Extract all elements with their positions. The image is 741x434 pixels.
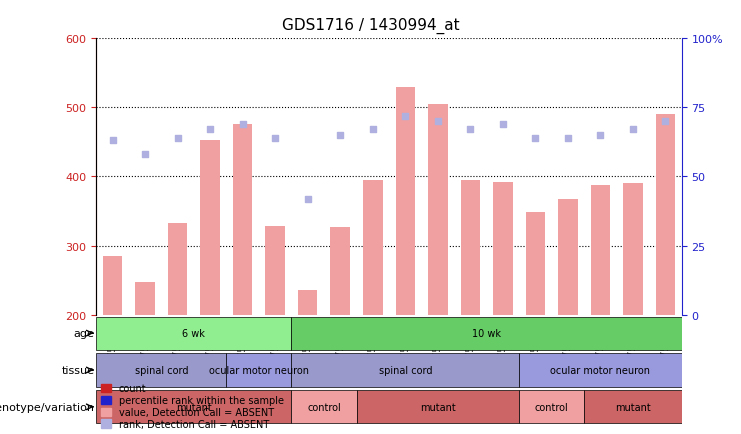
Bar [428, 105, 448, 315]
Point [107, 138, 119, 145]
Point [627, 127, 639, 134]
Point [367, 127, 379, 134]
FancyBboxPatch shape [584, 390, 682, 424]
Bar [103, 256, 122, 315]
Bar [330, 227, 350, 315]
Text: ocular motor neuron: ocular motor neuron [551, 365, 651, 375]
Text: mutant: mutant [420, 402, 456, 412]
FancyBboxPatch shape [291, 390, 356, 424]
Point [139, 151, 151, 158]
FancyBboxPatch shape [96, 354, 227, 387]
FancyBboxPatch shape [519, 354, 682, 387]
FancyBboxPatch shape [356, 390, 519, 424]
Point [205, 127, 216, 134]
Point [269, 135, 281, 142]
Text: spinal cord: spinal cord [379, 365, 432, 375]
Bar [233, 125, 253, 315]
FancyBboxPatch shape [96, 390, 291, 424]
Text: 10 wk: 10 wk [472, 329, 501, 339]
Point [432, 118, 444, 125]
Point [562, 135, 574, 142]
Text: age: age [74, 329, 95, 339]
Text: tissue: tissue [62, 365, 95, 375]
Text: mutant: mutant [176, 402, 212, 412]
Bar [396, 87, 415, 315]
FancyBboxPatch shape [291, 317, 682, 350]
FancyBboxPatch shape [227, 354, 291, 387]
Text: genotype/variation: genotype/variation [0, 402, 95, 412]
Point [399, 113, 411, 120]
Text: GDS1716 / 1430994_at: GDS1716 / 1430994_at [282, 17, 459, 33]
Bar [656, 115, 675, 315]
Point [334, 132, 346, 139]
Bar [168, 224, 187, 315]
Bar [525, 212, 545, 315]
Bar [558, 200, 578, 315]
Text: control: control [307, 402, 341, 412]
Bar [200, 141, 220, 315]
Text: spinal cord: spinal cord [135, 365, 188, 375]
Point [302, 196, 313, 203]
Bar [265, 226, 285, 315]
Point [172, 135, 184, 142]
FancyBboxPatch shape [96, 317, 291, 350]
Legend: count, percentile rank within the sample, value, Detection Call = ABSENT, rank, : count, percentile rank within the sample… [102, 383, 284, 429]
Bar [298, 290, 317, 315]
Point [659, 118, 671, 125]
Point [529, 135, 541, 142]
Bar [136, 282, 155, 315]
Bar [493, 183, 513, 315]
Point [497, 121, 509, 128]
Point [594, 132, 606, 139]
Bar [591, 185, 610, 315]
FancyBboxPatch shape [291, 354, 519, 387]
Bar [363, 181, 382, 315]
Bar [461, 181, 480, 315]
FancyBboxPatch shape [519, 390, 584, 424]
Text: mutant: mutant [615, 402, 651, 412]
Point [236, 121, 248, 128]
Text: control: control [535, 402, 568, 412]
Point [465, 127, 476, 134]
Text: ocular motor neuron: ocular motor neuron [209, 365, 309, 375]
Text: 6 wk: 6 wk [182, 329, 205, 339]
Bar [623, 184, 642, 315]
